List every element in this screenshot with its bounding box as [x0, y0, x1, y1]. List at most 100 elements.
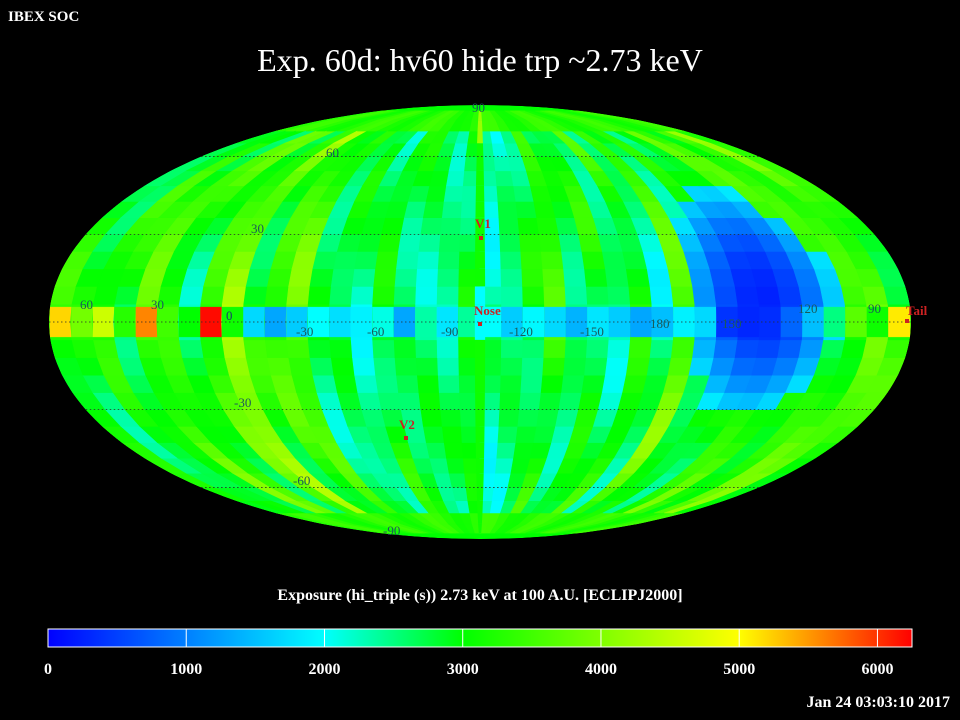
heat-cell [536, 217, 560, 235]
center-column-cell [475, 217, 485, 235]
heat-cell [734, 339, 760, 358]
heat-cell [93, 339, 119, 358]
heat-cell [601, 374, 627, 393]
heat-cell [436, 286, 460, 305]
center-column-cell [476, 487, 484, 501]
marker-label: Tail [906, 303, 928, 318]
lon-tick-label: -120 [509, 324, 533, 339]
heat-cell [329, 339, 353, 358]
heat-cell [563, 357, 587, 376]
heat-cell [93, 286, 119, 305]
heat-cell [625, 357, 651, 376]
heat-cell [628, 286, 653, 305]
colorbar-tick-label: 4000 [585, 661, 617, 678]
heat-cell [157, 339, 183, 358]
heat-cell [221, 286, 247, 305]
heat-cell [540, 251, 564, 270]
center-column-cell [475, 201, 485, 218]
heat-cell [178, 339, 204, 358]
heat-cell [438, 234, 461, 252]
heat-cell [713, 286, 739, 305]
heat-cell [777, 339, 803, 358]
strip-cell [608, 306, 631, 338]
center-column-cell [477, 131, 483, 144]
colorbar-title: Exposure (hi_triple (s)) 2.73 keV at 100… [277, 587, 683, 604]
heat-cell [585, 286, 610, 305]
org-label: IBEX SOC [8, 9, 80, 25]
strip-cell [264, 306, 287, 338]
center-column-cell [474, 304, 486, 322]
heat-cell [267, 268, 293, 287]
strip-cell [92, 306, 115, 338]
heat-cell [558, 392, 583, 410]
center-column-cell [474, 357, 486, 376]
heat-cell [243, 339, 268, 358]
heat-cell [422, 201, 445, 218]
heat-cell [883, 339, 910, 358]
heat-cell [312, 251, 338, 270]
heat-cell [521, 268, 545, 287]
heat-cell [267, 357, 293, 376]
heat-cell [422, 426, 445, 443]
heat-cell [352, 357, 376, 376]
heat-cell [377, 234, 402, 252]
heat-cell [224, 357, 251, 376]
heat-cell [584, 268, 608, 287]
heat-cell [415, 286, 438, 305]
heat-cell [114, 286, 141, 305]
heat-cell [357, 392, 382, 410]
heat-cell [437, 268, 460, 287]
heat-cell [400, 217, 424, 235]
heat-cell [286, 286, 311, 305]
strip-cell [329, 306, 352, 338]
marker-label: V1 [475, 216, 491, 231]
center-column-cell [474, 375, 486, 393]
heat-cell [670, 339, 696, 358]
plot-title: Exp. 60d: hv60 hide trp ~2.73 keV [257, 42, 703, 78]
heat-cell [264, 339, 290, 358]
heat-cell [496, 442, 517, 459]
heat-cell [418, 234, 441, 252]
heat-cell [446, 457, 465, 474]
heat-cell [286, 339, 311, 358]
heat-cell [398, 392, 422, 410]
center-column-cell [475, 185, 485, 202]
heat-cell [448, 156, 467, 172]
heat-cell [373, 268, 397, 287]
strip-cell [845, 306, 868, 338]
heat-cell [667, 357, 693, 376]
heat-cell [309, 268, 335, 287]
heat-cell [350, 339, 375, 358]
heat-cell [519, 392, 542, 410]
heat-cell [224, 268, 251, 287]
heat-cell [607, 339, 631, 358]
heat-cell [288, 357, 314, 376]
heat-cell [309, 357, 335, 376]
heat-cell [692, 339, 717, 358]
heat-cell [495, 170, 514, 187]
heat-cell [819, 339, 846, 358]
lon-tick-label: 0 [226, 308, 233, 323]
heat-cell [499, 392, 522, 410]
colorbar-tick-label: 0 [44, 661, 52, 678]
heat-cell [50, 286, 77, 305]
heat-cell [500, 374, 523, 393]
heat-cell [670, 286, 696, 305]
heat-cell [649, 339, 674, 358]
heat-cell [415, 339, 438, 358]
heat-cell [522, 286, 545, 305]
heat-cell [520, 374, 544, 393]
center-column-cell [474, 251, 486, 269]
heat-cell [333, 251, 359, 270]
heat-cell [136, 339, 162, 358]
heat-cell [519, 234, 542, 252]
heat-cell [354, 251, 379, 270]
heat-cell [441, 426, 463, 443]
heat-cell [713, 339, 739, 358]
lon-tick-label: 30 [151, 297, 164, 312]
heat-cell [883, 286, 910, 305]
heat-cell [437, 251, 460, 270]
heat-cell [200, 339, 226, 358]
heat-cell [394, 268, 418, 287]
heat-cell [436, 339, 460, 358]
